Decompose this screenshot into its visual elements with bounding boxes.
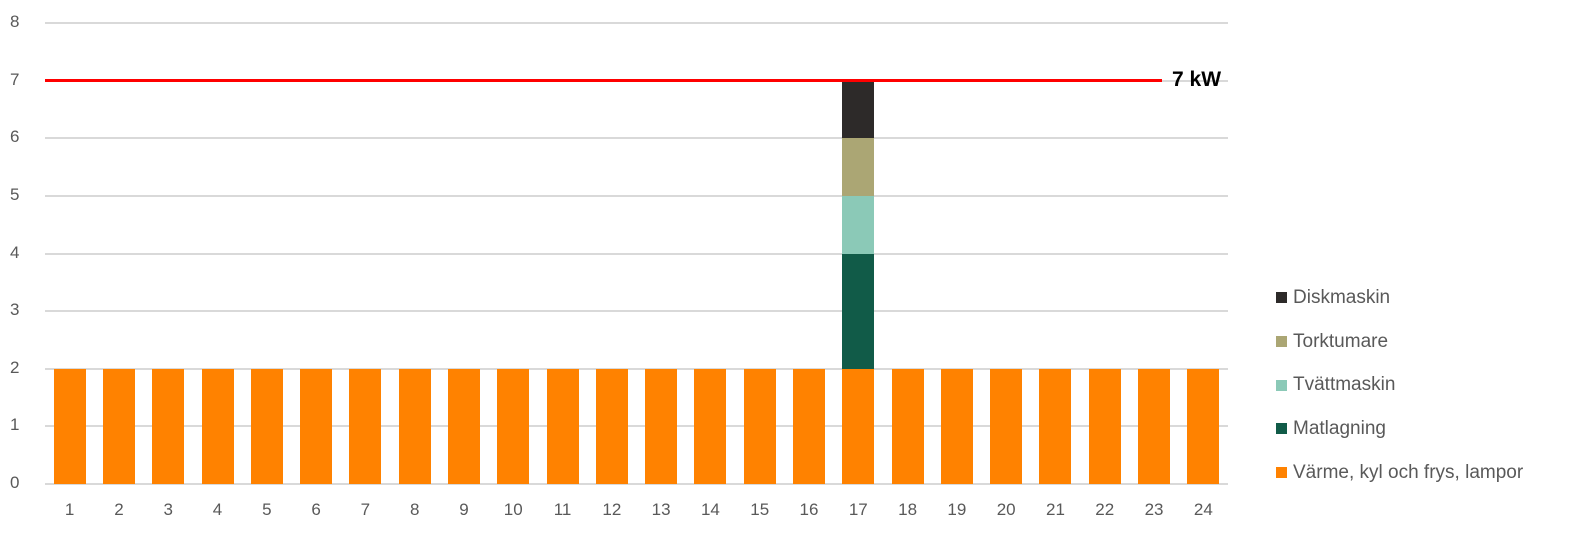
x-tick-label: 12	[602, 500, 622, 519]
bar-segment	[349, 368, 382, 484]
y-tick-label: 4	[10, 242, 20, 262]
legend-label: Diskmaskin	[1293, 286, 1391, 308]
bar-segment	[842, 368, 875, 484]
bar-segment	[447, 368, 480, 484]
threshold-line	[45, 79, 1162, 83]
legend-swatch-icon	[1276, 336, 1287, 348]
x-tick-label: 6	[311, 500, 321, 519]
bar-segment	[842, 80, 875, 139]
legend-swatch-icon	[1276, 467, 1287, 479]
legend-swatch-icon	[1276, 379, 1287, 391]
bar-segment	[645, 368, 678, 484]
x-tick-label: 8	[409, 500, 420, 519]
x-tick-label: 22	[1095, 500, 1115, 519]
bar-segment	[940, 368, 973, 484]
x-tick-label: 11	[553, 500, 572, 519]
bar-segment	[201, 368, 234, 484]
bar-segment	[842, 196, 875, 254]
gridline	[45, 137, 1228, 140]
bar-segment	[990, 368, 1023, 484]
gridline	[45, 483, 1228, 485]
bar-segment	[694, 368, 727, 484]
bar-segment	[842, 253, 875, 369]
gridline	[45, 367, 1228, 370]
x-tick-label: 13	[651, 500, 671, 519]
bar-segment	[102, 368, 135, 484]
bar-segment	[1088, 368, 1121, 484]
legend-label: Tvättmaskin	[1293, 374, 1396, 396]
gridline	[45, 425, 1228, 428]
legend-swatch-icon	[1276, 423, 1287, 435]
bar-segment	[398, 368, 431, 484]
bar-segment	[793, 368, 826, 484]
gridline	[45, 22, 1228, 25]
legend-label: Matlagning	[1293, 417, 1386, 439]
legend-label: Värme, kyl och frys, lampor	[1293, 461, 1524, 483]
x-tick-label: 15	[750, 500, 770, 519]
bar-segment	[53, 368, 86, 484]
x-tick-label: 9	[459, 500, 469, 519]
y-tick-label: 6	[10, 127, 20, 147]
x-tick-label: 20	[996, 500, 1016, 519]
bar-segment	[497, 368, 530, 484]
x-tick-label: 10	[503, 500, 523, 519]
bar-segment	[1187, 368, 1220, 484]
x-tick-label: 23	[1144, 500, 1164, 519]
x-tick-label: 16	[799, 500, 819, 519]
bar-segment	[595, 368, 628, 484]
x-tick-label: 7	[360, 500, 371, 519]
legend-label: Torktumare	[1293, 330, 1389, 352]
bar-segment	[1039, 368, 1072, 484]
y-tick-label: 3	[10, 300, 20, 320]
x-tick-label: 4	[212, 500, 223, 519]
y-tick-label: 0	[10, 473, 20, 492]
bar-segment	[546, 368, 579, 484]
y-tick-label: 5	[10, 185, 20, 204]
legend-item: Torktumare	[1276, 320, 1523, 364]
bar-segment	[152, 368, 185, 484]
bar-segment	[300, 368, 333, 484]
bar-segment	[842, 138, 875, 196]
bar-segment	[250, 368, 283, 484]
bar-segment	[891, 368, 924, 484]
y-tick-label: 1	[10, 415, 20, 435]
x-tick-label: 5	[262, 500, 272, 519]
y-tick-label: 8	[10, 12, 20, 32]
x-tick-label: 19	[947, 500, 967, 519]
legend-swatch-icon	[1276, 292, 1287, 304]
y-tick-label: 2	[10, 357, 20, 377]
legend-item: Matlagning	[1276, 407, 1523, 451]
x-tick-label: 3	[163, 500, 173, 519]
x-tick-label: 14	[700, 500, 720, 519]
legend-item: Tvättmaskin	[1276, 363, 1523, 407]
gridline	[45, 195, 1228, 197]
legend-item: Värme, kyl och frys, lampor	[1276, 451, 1523, 495]
gridline	[45, 252, 1228, 255]
legend-item: Diskmaskin	[1276, 276, 1523, 320]
gridline	[45, 310, 1228, 313]
x-tick-label: 18	[898, 500, 918, 519]
legend: Diskmaskin Torktumare Tvättmaskin Matlagnin…	[1276, 276, 1523, 494]
x-tick-label: 1	[64, 500, 75, 519]
x-tick-label: 24	[1193, 500, 1213, 519]
x-tick-label: 21	[1046, 500, 1065, 519]
x-tick-label: 17	[848, 500, 868, 519]
bar-segment	[743, 368, 776, 484]
threshold-label: 7 kW	[1172, 67, 1222, 91]
y-tick-label: 7	[10, 69, 20, 89]
x-tick-label: 2	[114, 500, 124, 519]
bar-segment	[1138, 368, 1171, 484]
